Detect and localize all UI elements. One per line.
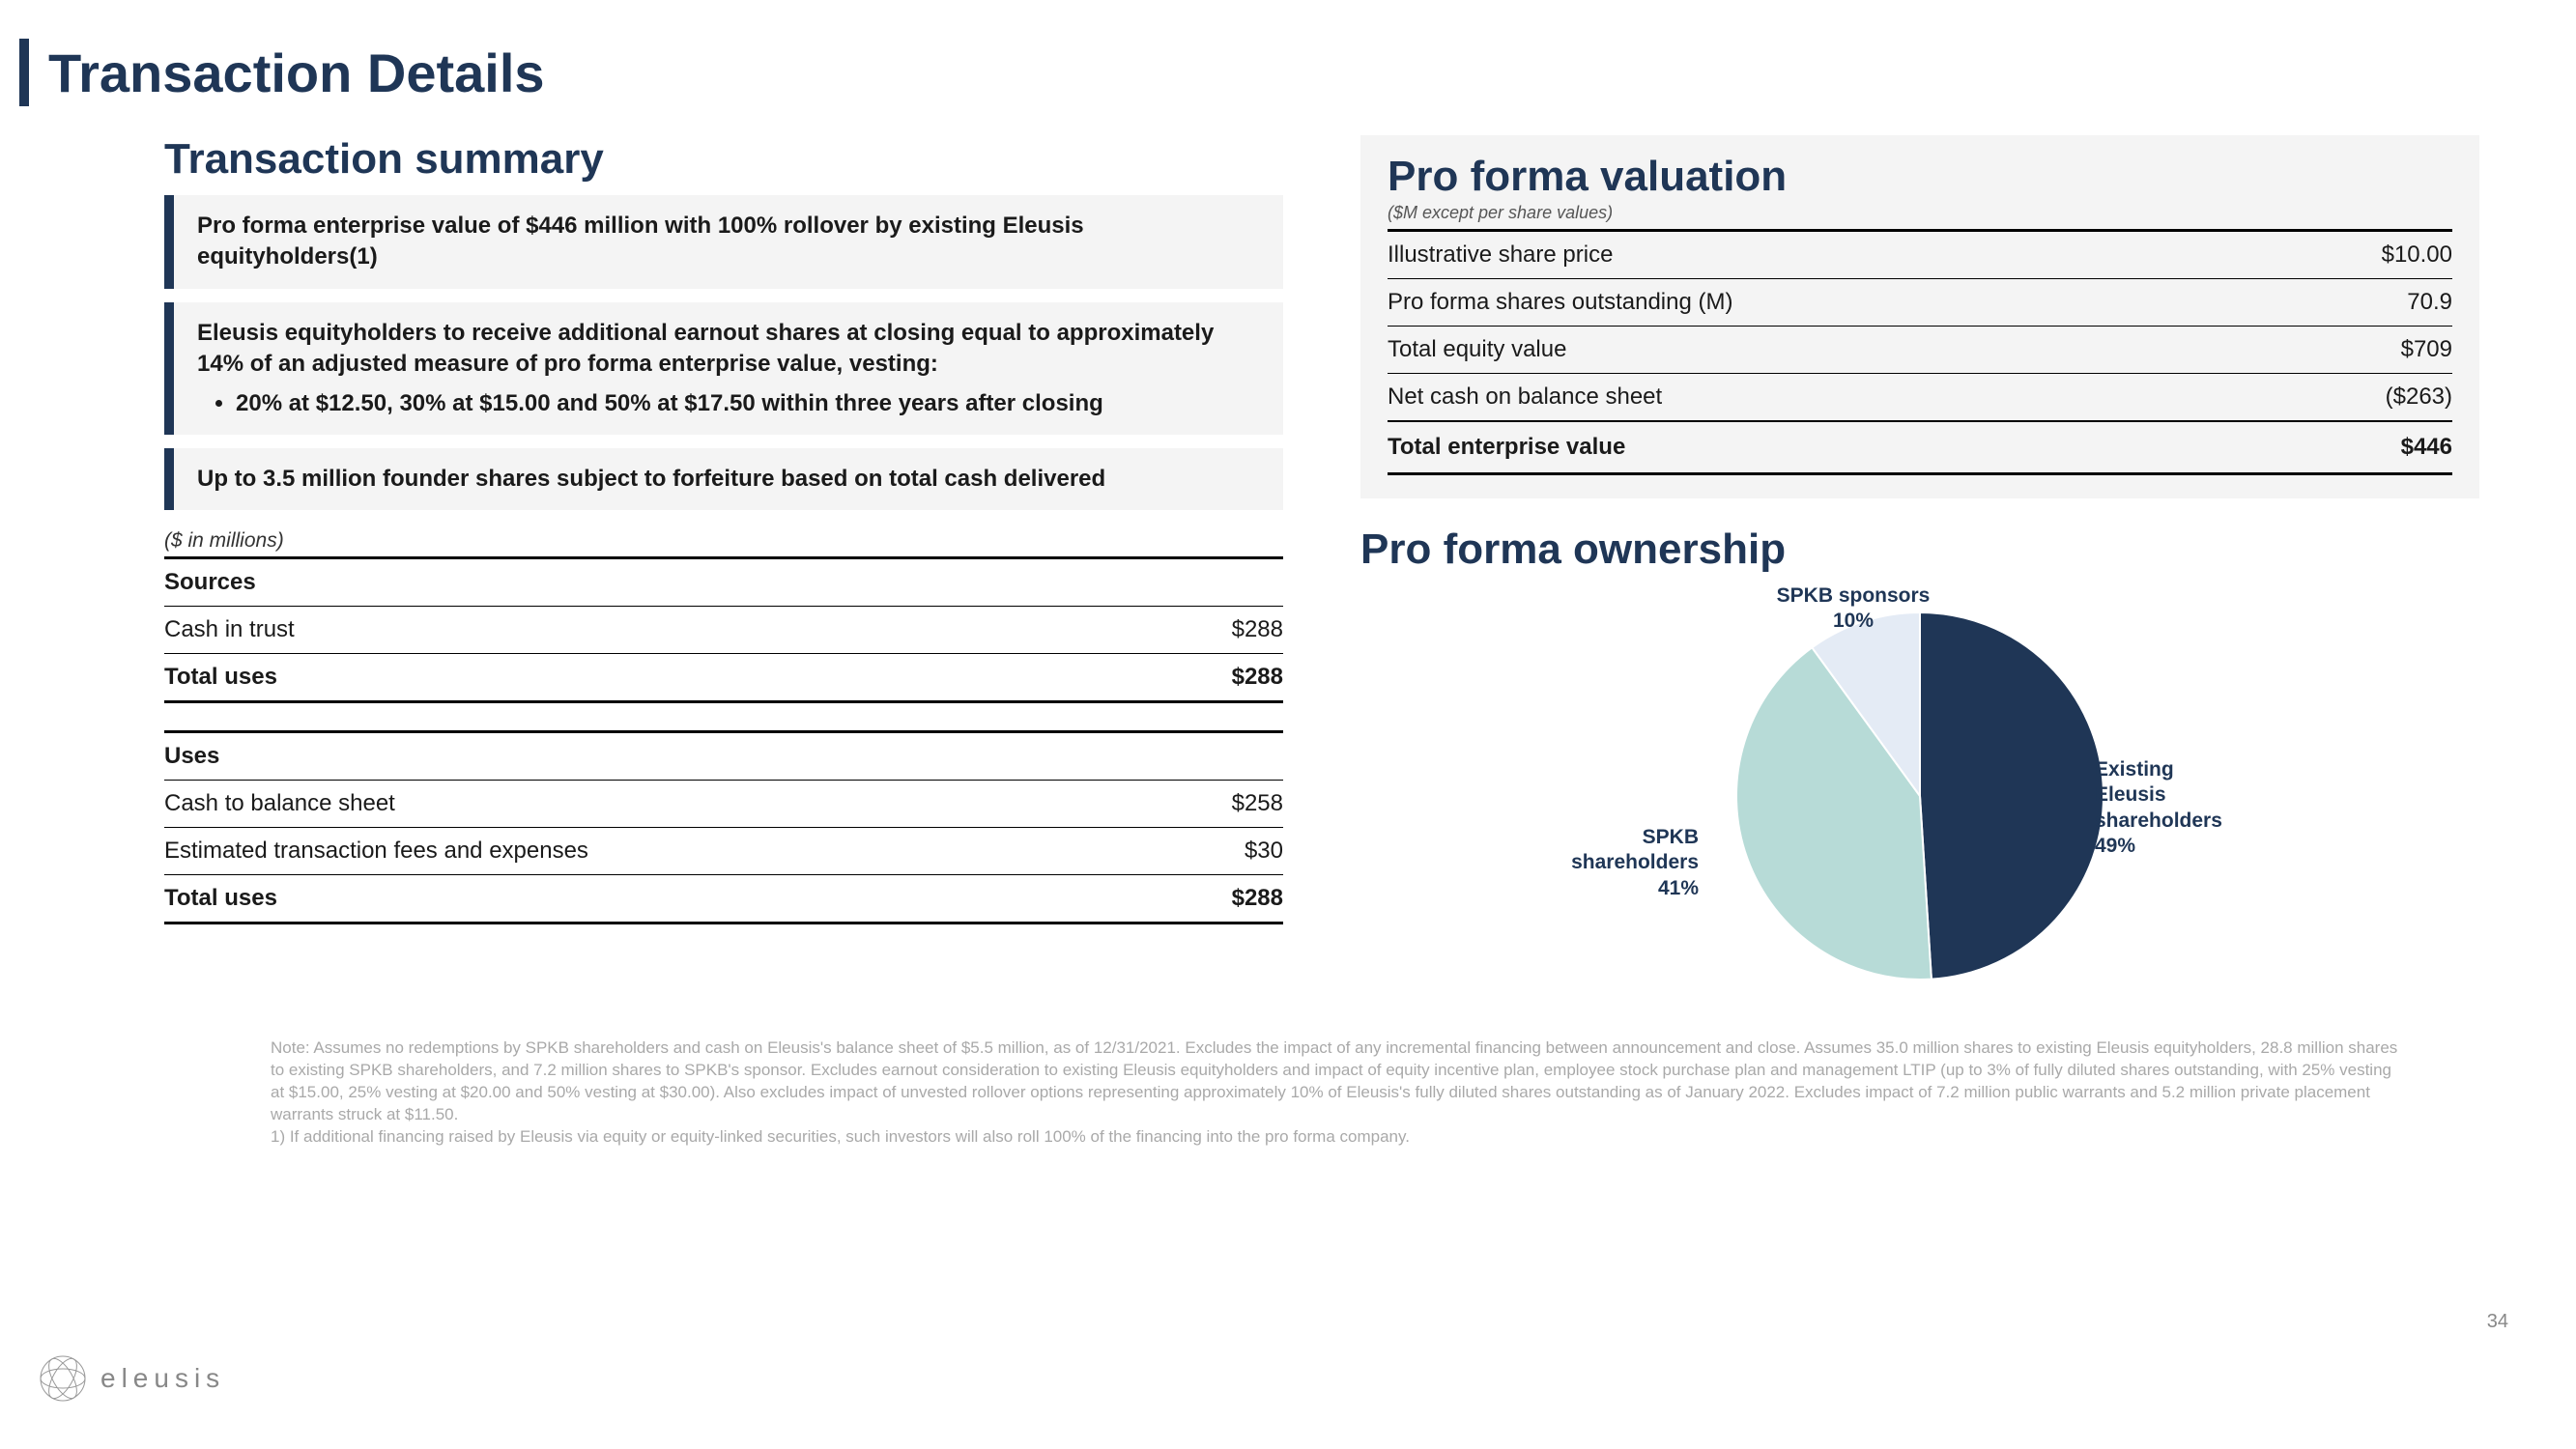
- row-label: Net cash on balance sheet: [1388, 384, 1662, 411]
- valuation-total-value: $446: [2401, 434, 2452, 461]
- right-column: Pro forma valuation ($M except per share…: [1360, 135, 2479, 1009]
- table-row: Cash to balance sheet $258: [164, 781, 1283, 828]
- row-value: $30: [1245, 838, 1283, 865]
- uses-total-label: Total uses: [164, 885, 277, 912]
- uses-total-value: $288: [1232, 885, 1283, 912]
- row-label: Illustrative share price: [1388, 242, 1613, 269]
- sources-uses-table: Sources Cash in trust $288 Total uses $28…: [164, 556, 1283, 924]
- pie-slice: [1920, 612, 2104, 980]
- valuation-note: ($M except per share values): [1388, 203, 2452, 223]
- title-accent: [19, 39, 29, 106]
- pie-label: SPKBshareholders41%: [1486, 825, 1699, 901]
- row-label: Estimated transaction fees and expenses: [164, 838, 588, 865]
- summary-text: Pro forma enterprise value of $446 milli…: [174, 195, 1283, 289]
- summary-bullet: 20% at $12.50, 30% at $15.00 and 50% at …: [236, 388, 1260, 419]
- valuation-total-row: Total enterprise value $446: [1388, 420, 2452, 475]
- table-row: Pro forma shares outstanding (M) 70.9: [1388, 279, 2452, 327]
- footnotes: Note: Assumes no redemptions by SPKB sha…: [19, 1037, 2518, 1149]
- title-bar: Transaction Details: [19, 39, 2518, 106]
- table-row: Total equity value $709: [1388, 327, 2452, 374]
- row-value: $10.00: [2382, 242, 2452, 269]
- ownership-title: Pro forma ownership: [1360, 526, 2479, 574]
- pie-label: SPKB sponsors10%: [1747, 583, 1960, 635]
- summary-block: Eleusis equityholders to receive additio…: [164, 302, 1283, 435]
- uses-header: Uses: [164, 730, 1283, 781]
- footnote-line: 1) If additional financing raised by Ele…: [271, 1126, 2402, 1149]
- valuation-title: Pro forma valuation: [1388, 153, 2452, 201]
- row-label: Pro forma shares outstanding (M): [1388, 289, 1732, 316]
- page-title: Transaction Details: [48, 42, 545, 104]
- pie-label: ExistingEleusisshareholders49%: [2095, 757, 2307, 859]
- table-row: Illustrative share price $10.00: [1388, 229, 2452, 279]
- row-label: Cash in trust: [164, 616, 295, 643]
- transaction-summary-title: Transaction summary: [164, 135, 1283, 184]
- sources-total-label: Total uses: [164, 664, 277, 691]
- unit-note: ($ in millions): [164, 529, 1283, 553]
- row-label: Total equity value: [1388, 336, 1566, 363]
- brand-logo: eleusis: [39, 1354, 225, 1403]
- summary-accent: [164, 448, 174, 510]
- sources-header: Sources: [164, 556, 1283, 607]
- table-row: Estimated transaction fees and expenses $…: [164, 828, 1283, 874]
- summary-block: Pro forma enterprise value of $446 milli…: [164, 195, 1283, 289]
- pie-chart-wrap: ExistingEleusisshareholders49% SPKBshareh…: [1360, 583, 2479, 1009]
- left-column: Transaction summary Pro forma enterprise…: [164, 135, 1283, 1009]
- summary-block: Up to 3.5 million founder shares subject…: [164, 448, 1283, 510]
- row-value: $288: [1232, 616, 1283, 643]
- summary-text: Eleusis equityholders to receive additio…: [174, 302, 1283, 435]
- summary-text: Up to 3.5 million founder shares subject…: [174, 448, 1129, 510]
- row-label: Cash to balance sheet: [164, 790, 395, 817]
- row-value: $709: [2401, 336, 2452, 363]
- table-row: Net cash on balance sheet ($263): [1388, 374, 2452, 420]
- brand-text: eleusis: [100, 1363, 225, 1394]
- row-value: 70.9: [2407, 289, 2452, 316]
- sources-total-row: Total uses $288: [164, 653, 1283, 703]
- valuation-total-label: Total enterprise value: [1388, 434, 1625, 461]
- page-number: 34: [2487, 1311, 2508, 1333]
- summary-accent: [164, 302, 174, 435]
- table-row: Cash in trust $288: [164, 607, 1283, 653]
- footnote-line: Note: Assumes no redemptions by SPKB sha…: [271, 1037, 2402, 1126]
- sources-total-value: $288: [1232, 664, 1283, 691]
- row-value: $258: [1232, 790, 1283, 817]
- summary-accent: [164, 195, 174, 289]
- flower-icon: [39, 1354, 87, 1403]
- valuation-box: Pro forma valuation ($M except per share…: [1360, 135, 2479, 498]
- row-value: ($263): [2386, 384, 2452, 411]
- uses-total-row: Total uses $288: [164, 874, 1283, 924]
